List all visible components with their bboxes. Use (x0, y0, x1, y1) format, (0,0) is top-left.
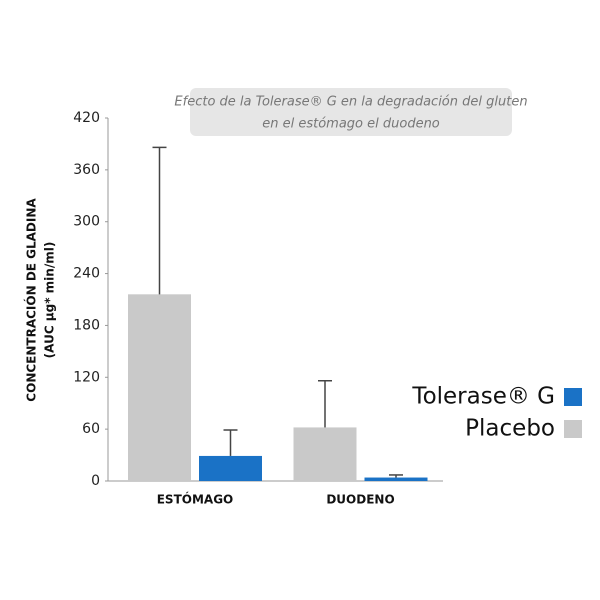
y-tick-label: 420 (73, 110, 100, 126)
error-bar (318, 379, 332, 428)
x-tick-label: ESTÓMAGO (157, 492, 234, 507)
error-bar (389, 474, 403, 478)
legend-label: Placebo (465, 416, 555, 442)
y-tick-label: 300 (73, 214, 100, 230)
legend-swatch (564, 420, 582, 438)
bar (199, 455, 262, 481)
y-tick-label: 0 (91, 473, 100, 489)
x-tick-label: DUODENO (326, 493, 394, 507)
chart-title: en el estómago el duodeno (262, 117, 440, 132)
error-bar (152, 146, 167, 295)
y-tick-label: 120 (73, 369, 100, 385)
bar (128, 294, 191, 481)
y-axis-label: (AUC µg* min/ml) (43, 242, 57, 359)
y-tick-label: 180 (73, 317, 100, 333)
legend-swatch (564, 388, 582, 406)
y-axis-label: CONCENTRACIÓN DE GLADINA (24, 198, 39, 402)
bar (293, 427, 357, 481)
y-tick-label: 360 (73, 162, 100, 178)
chart-title: Efecto de la Tolerase® G en la degradaci… (174, 95, 527, 110)
y-tick-label: 60 (82, 421, 100, 437)
bar (364, 477, 428, 481)
error-bar (223, 429, 238, 456)
legend-label: Tolerase® G (411, 384, 555, 410)
title-box (190, 88, 512, 136)
y-tick-label: 240 (73, 266, 100, 282)
